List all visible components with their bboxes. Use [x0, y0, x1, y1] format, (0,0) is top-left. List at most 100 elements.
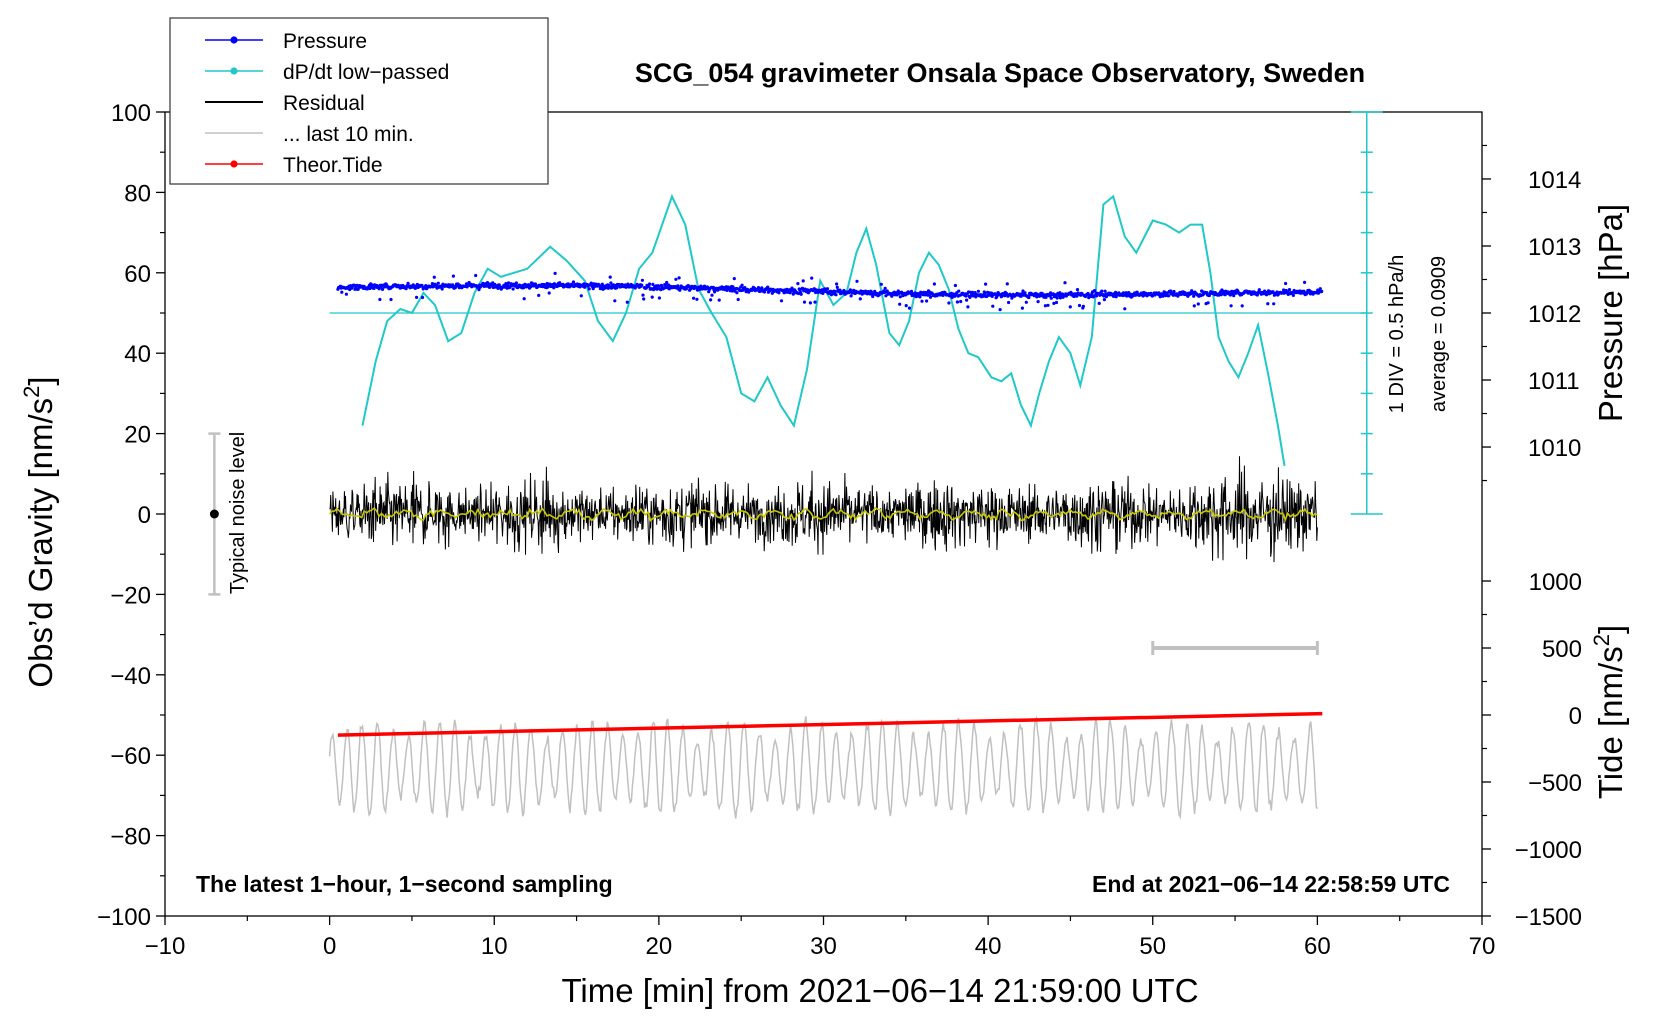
pressure-point	[615, 286, 619, 290]
pressure-point	[1266, 302, 1270, 306]
pressure-point	[1232, 294, 1236, 298]
tide-axis-label-close: ]	[1592, 625, 1629, 634]
pressure-point	[1100, 289, 1104, 293]
pressure-point	[1320, 289, 1324, 293]
theor-tide-line	[337, 711, 1323, 737]
pressure-point	[730, 289, 734, 293]
pressure-point	[1205, 291, 1209, 295]
pressure-point	[684, 287, 689, 291]
pressure-point	[855, 279, 859, 283]
pressure-point	[879, 282, 883, 286]
last-10-min-line	[328, 715, 1319, 820]
pressure-point	[1291, 293, 1295, 297]
pressure-point	[799, 292, 803, 296]
annotations	[208, 111, 1383, 656]
pressure-point	[1005, 292, 1009, 296]
pressure-point	[1027, 295, 1031, 300]
pressure-point	[925, 299, 929, 303]
pressure-point	[928, 295, 933, 299]
pressure-point	[810, 276, 814, 280]
pressure-point	[1019, 294, 1023, 298]
pressure-point	[801, 279, 805, 283]
pressure-point	[676, 284, 680, 288]
pressure-point	[571, 280, 576, 284]
plot-traces	[328, 193, 1367, 820]
x-axis-label: Time [min] from 2021−06−14 21:59:00 UTC	[561, 972, 1198, 1009]
pressure-point	[964, 294, 968, 298]
pressure-point	[1081, 304, 1085, 308]
y-tick-label: −100	[97, 904, 151, 931]
tide-axis-label-sup: 2	[1589, 634, 1614, 646]
pressure-point	[1240, 304, 1244, 308]
pressure-point	[537, 293, 541, 297]
pressure-point	[1192, 304, 1196, 308]
y-tick-label: 60	[124, 261, 151, 288]
pressure-point	[657, 296, 662, 300]
pressure-point	[825, 287, 830, 291]
pressure-point	[920, 299, 924, 303]
pressure-point	[474, 273, 478, 278]
y-tick-label: 20	[124, 422, 151, 449]
pressure-point	[717, 298, 721, 302]
pressure-point	[835, 285, 839, 289]
pressure-point	[703, 284, 707, 288]
pressure-point	[1271, 290, 1275, 294]
legend-label: Residual	[283, 92, 365, 115]
x-tick-label: 70	[1469, 933, 1496, 960]
pressure-point	[1167, 294, 1171, 298]
pressure-point	[1052, 301, 1056, 305]
pressure-point	[849, 294, 853, 298]
legend-label: dP/dt low−passed	[283, 61, 449, 84]
pressure-point	[1094, 294, 1099, 298]
pressure-point	[587, 287, 591, 291]
caption-left: The latest 1−hour, 1−second sampling	[196, 871, 613, 897]
pressure-point	[732, 277, 736, 281]
y-tick-label: 100	[111, 100, 151, 127]
pressure-point	[1287, 288, 1292, 292]
pressure-point	[1077, 303, 1082, 308]
pressure-point	[858, 297, 862, 301]
pressure-point	[808, 301, 813, 305]
pressure-point	[640, 278, 645, 282]
pressure-point	[1206, 301, 1210, 305]
y-tick-label: 0	[138, 502, 151, 529]
pressure-point	[813, 300, 817, 304]
pressure-axis-label: Pressure [hPa]	[1592, 204, 1629, 422]
legend: Pressure dP/dt low−passed Residual ... last…	[169, 17, 549, 185]
pressure-point	[991, 304, 995, 308]
y-tick-label: −60	[110, 743, 151, 770]
x-tick-label: 30	[810, 933, 837, 960]
tide-axis-label: Tide [nm/s2]	[1589, 625, 1629, 799]
pressure-point	[432, 275, 436, 279]
pressure-point	[608, 275, 612, 279]
pressure-point	[955, 300, 960, 304]
y-tick-label: −40	[110, 663, 151, 690]
pressure-point	[883, 286, 887, 290]
pressure-point	[415, 295, 419, 299]
pressure-point	[340, 290, 344, 294]
pressure-point	[514, 281, 519, 285]
pressure-point	[506, 281, 511, 285]
pressure-point	[779, 299, 784, 303]
pressure-point	[983, 292, 987, 296]
pressure-point	[522, 286, 526, 290]
pressure-point	[522, 297, 526, 301]
pressure-point	[506, 283, 510, 287]
y-axis-ticks: 100 80 60 40 20 0 −20 −40 −60 −80 −100	[97, 100, 165, 931]
pressure-point	[477, 288, 481, 292]
dpdt-line	[361, 193, 1286, 466]
x-tick-label: 60	[1304, 933, 1331, 960]
pressure-point	[1020, 306, 1024, 310]
pressure-point	[834, 293, 838, 297]
pressure-point	[1229, 304, 1233, 308]
pressure-point	[1043, 304, 1047, 308]
pressure-point	[651, 282, 655, 286]
legend-marker	[230, 160, 238, 168]
pressure-point	[677, 276, 681, 280]
pressure-point	[378, 297, 382, 302]
residual-smoothed-line	[329, 506, 1318, 523]
y-tick-label: 40	[124, 341, 151, 368]
pressure-point	[777, 291, 781, 295]
pressure-point	[1196, 302, 1200, 306]
